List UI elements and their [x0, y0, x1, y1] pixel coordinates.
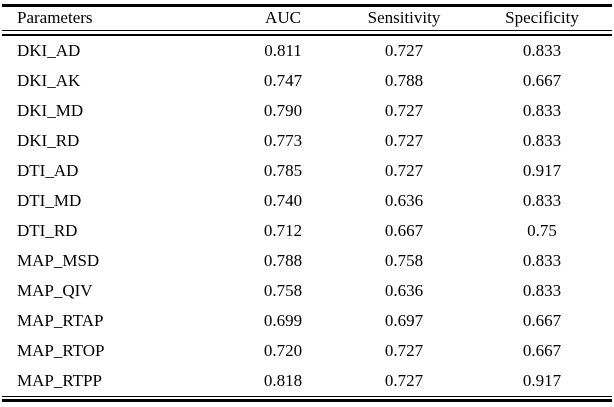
sensitivity-cell: 0.636	[384, 191, 424, 211]
table-header-row: Parameters AUC Sensitivity Specificity	[2, 7, 612, 30]
table-row: DKI_AK 0.747 0.788 0.667	[2, 66, 612, 96]
specificity-cell: 0.667	[522, 71, 562, 91]
sensitivity-cell: 0.727	[384, 101, 424, 121]
results-table: Parameters AUC Sensitivity Specificity D…	[2, 2, 612, 402]
parameter-cell: MAP_RTAP	[17, 311, 104, 331]
auc-cell: 0.790	[263, 101, 303, 121]
sensitivity-cell: 0.636	[384, 281, 424, 301]
table-row: DTI_MD 0.740 0.636 0.833	[2, 186, 612, 216]
sensitivity-cell: 0.727	[384, 341, 424, 361]
parameter-cell: MAP_RTOP	[17, 341, 105, 361]
column-header-sensitivity: Sensitivity	[367, 8, 441, 27]
table-row: MAP_RTPP 0.818 0.727 0.917	[2, 366, 612, 396]
parameter-cell: DKI_MD	[17, 101, 84, 121]
parameter-cell: DKI_RD	[17, 131, 80, 151]
parameter-cell: DTI_RD	[17, 221, 78, 241]
table-row: DTI_RD 0.712 0.667 0.75	[2, 216, 612, 246]
auc-cell: 0.720	[263, 341, 303, 361]
specificity-cell: 0.833	[522, 131, 562, 151]
table-row: DTI_AD 0.785 0.727 0.917	[2, 156, 612, 186]
specificity-cell: 0.833	[522, 191, 562, 211]
auc-cell: 0.811	[264, 41, 302, 61]
table-row: DKI_RD 0.773 0.727 0.833	[2, 126, 612, 156]
bottom-separator-thin-line	[2, 396, 612, 398]
parameter-cell: MAP_MSD	[17, 251, 100, 271]
specificity-cell: 0.833	[522, 281, 562, 301]
sensitivity-cell: 0.758	[384, 251, 424, 271]
table-row: DKI_MD 0.790 0.727 0.833	[2, 96, 612, 126]
sensitivity-cell: 0.727	[384, 161, 424, 181]
parameter-cell: MAP_QIV	[17, 281, 93, 301]
header-separator-thick-line	[2, 33, 612, 37]
table-row: MAP_QIV 0.758 0.636 0.833	[2, 276, 612, 306]
sensitivity-cell: 0.697	[384, 311, 424, 331]
table-top-rule	[2, 4, 612, 7]
column-header-parameters: Parameters	[17, 8, 93, 27]
table-body: DKI_AD 0.811 0.727 0.833 DKI_AK 0.747 0.…	[2, 36, 612, 396]
table-row: MAP_MSD 0.788 0.758 0.833	[2, 246, 612, 276]
specificity-cell: 0.833	[522, 101, 562, 121]
auc-cell: 0.788	[263, 251, 303, 271]
header-separator-thin-line	[2, 29, 612, 31]
specificity-cell: 0.667	[522, 341, 562, 361]
sensitivity-cell: 0.727	[384, 41, 424, 61]
auc-cell: 0.785	[263, 161, 303, 181]
specificity-cell: 0.917	[522, 371, 562, 391]
specificity-cell: 0.917	[522, 161, 562, 181]
table-row: DKI_AD 0.811 0.727 0.833	[2, 36, 612, 66]
auc-cell: 0.773	[263, 131, 303, 151]
table-row: MAP_RTAP 0.699 0.697 0.667	[2, 306, 612, 336]
sensitivity-cell: 0.788	[384, 71, 424, 91]
bottom-separator-thick-line	[2, 399, 612, 402]
auc-cell: 0.758	[263, 281, 303, 301]
specificity-cell: 0.833	[522, 251, 562, 271]
sensitivity-cell: 0.667	[384, 221, 424, 241]
table-row: MAP_RTOP 0.720 0.727 0.667	[2, 336, 612, 366]
column-header-specificity: Specificity	[505, 8, 579, 27]
sensitivity-cell: 0.727	[384, 131, 424, 151]
specificity-cell: 0.667	[522, 311, 562, 331]
specificity-cell: 0.75	[527, 221, 557, 241]
parameter-cell: DTI_MD	[17, 191, 82, 211]
sensitivity-cell: 0.727	[384, 371, 424, 391]
auc-cell: 0.712	[263, 221, 303, 241]
header-separator-rule	[2, 29, 612, 37]
specificity-cell: 0.833	[522, 41, 562, 61]
auc-cell: 0.740	[263, 191, 303, 211]
auc-cell: 0.818	[263, 371, 303, 391]
auc-cell: 0.747	[263, 71, 303, 91]
parameter-cell: MAP_RTPP	[17, 371, 102, 391]
auc-cell: 0.699	[263, 311, 303, 331]
parameter-cell: DTI_AD	[17, 161, 79, 181]
column-header-auc: AUC	[265, 8, 301, 27]
parameter-cell: DKI_AK	[17, 71, 81, 91]
parameter-cell: DKI_AD	[17, 41, 81, 61]
table-bottom-rule	[2, 396, 612, 402]
